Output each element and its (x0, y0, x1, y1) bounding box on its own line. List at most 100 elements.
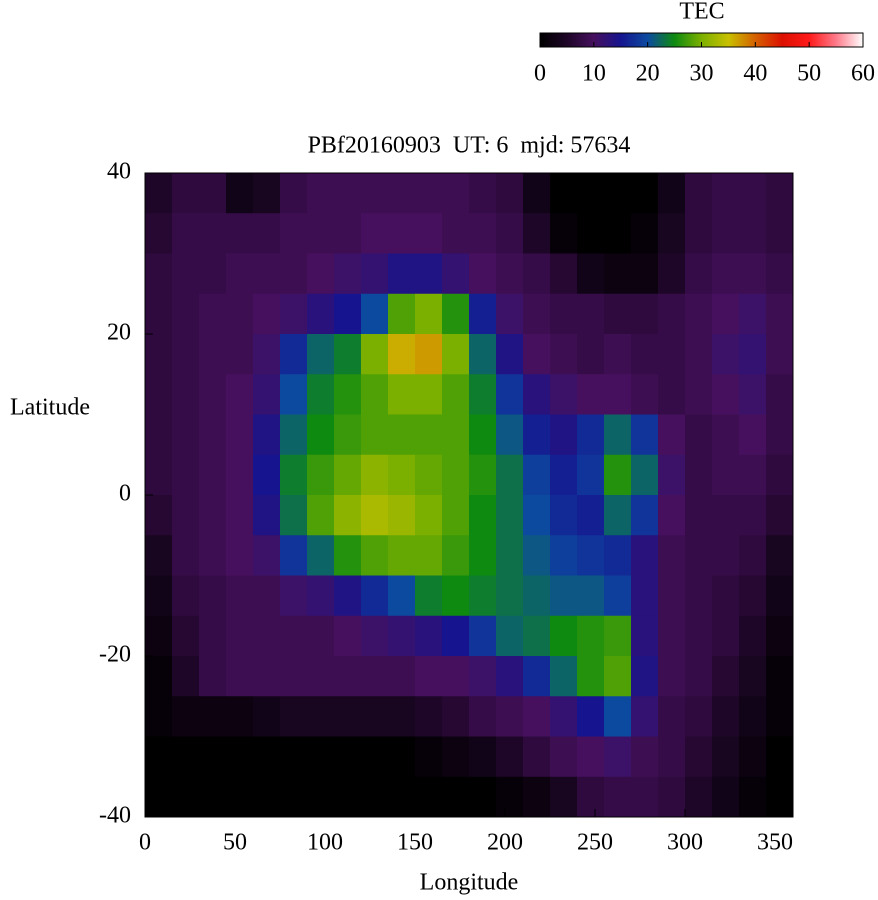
heatmap-cell (766, 213, 794, 254)
heatmap-cell (631, 656, 659, 697)
heatmap-cell (577, 374, 605, 415)
heatmap-cell (307, 173, 335, 214)
heatmap-cell (253, 173, 281, 214)
heatmap-cell (307, 736, 335, 778)
heatmap-cell (172, 696, 200, 737)
heatmap-cell (145, 575, 173, 617)
heatmap-cell (550, 213, 578, 254)
heatmap-cell (604, 535, 632, 576)
heatmap-cell (712, 495, 740, 536)
heatmap-cell (496, 535, 524, 576)
heatmap-cell (388, 776, 416, 818)
heatmap-cell (766, 696, 794, 737)
heatmap-cell (145, 334, 173, 375)
heatmap-cell (199, 293, 227, 335)
heatmap-cell (550, 495, 578, 536)
heatmap-cell (739, 213, 767, 254)
heatmap-cell (442, 535, 470, 576)
heatmap-cell (145, 293, 173, 335)
heatmap-cell (199, 173, 227, 214)
heatmap-cell (172, 293, 200, 335)
y-tick-label: 0 (119, 481, 131, 507)
heatmap-cell (415, 213, 443, 254)
x-tick-label: 200 (487, 830, 523, 856)
heatmap-cell (685, 535, 713, 576)
heatmap-cell (685, 213, 713, 254)
heatmap-cell (712, 454, 740, 496)
heatmap-cell (523, 414, 551, 456)
heatmap-cell (415, 414, 443, 456)
colorbar-tick-label: 60 (851, 61, 875, 87)
heatmap-cell (334, 414, 362, 456)
heatmap-cell (685, 495, 713, 536)
heatmap-cell (442, 696, 470, 737)
heatmap-cell (523, 454, 551, 496)
heatmap-cell (631, 414, 659, 456)
heatmap-cell (658, 334, 686, 375)
heatmap-cell (712, 213, 740, 254)
x-tick-label: 250 (577, 830, 613, 856)
heatmap-cell (388, 253, 416, 295)
y-axis-label: Latitude (10, 395, 90, 421)
heatmap-cell (469, 454, 497, 496)
heatmap-cell (712, 293, 740, 335)
heatmap-cell (739, 736, 767, 778)
heatmap-cell (685, 656, 713, 697)
heatmap-cell (712, 575, 740, 617)
heatmap-cell (685, 696, 713, 737)
heatmap-cell (334, 575, 362, 617)
heatmap-cell (307, 495, 335, 536)
heatmap-cell (442, 575, 470, 617)
heatmap-cell (415, 495, 443, 536)
heatmap-cell (604, 575, 632, 617)
heatmap-cell (307, 656, 335, 697)
heatmap-cell (739, 334, 767, 375)
heatmap-cell (766, 454, 794, 496)
heatmap-cell (361, 495, 389, 536)
y-tick-label: 20 (107, 320, 131, 346)
heatmap-cell (442, 414, 470, 456)
heatmap-cell (442, 736, 470, 778)
x-tick-label: 350 (757, 830, 793, 856)
heatmap-cell (280, 696, 308, 737)
heatmap-cell (766, 535, 794, 576)
heatmap-cell (199, 696, 227, 737)
heatmap-cell (334, 293, 362, 335)
heatmap-cell (658, 776, 686, 818)
heatmap-cell (766, 414, 794, 456)
heatmap-cell (658, 374, 686, 415)
heatmap-cell (442, 615, 470, 657)
heatmap-cell (658, 213, 686, 254)
heatmap-cell (361, 696, 389, 737)
heatmap-cell (712, 253, 740, 295)
heatmap-cell (145, 414, 173, 456)
x-tick-label: 100 (307, 830, 343, 856)
heatmap-cell (253, 495, 281, 536)
heatmap-cell (469, 213, 497, 254)
heatmap-cell (469, 495, 497, 536)
heatmap-cell (334, 213, 362, 254)
heatmap-cell (523, 575, 551, 617)
heatmap-cell (550, 736, 578, 778)
heatmap-cell (685, 293, 713, 335)
colorbar-tick-label: 40 (743, 61, 767, 87)
heatmap-cell (334, 173, 362, 214)
heatmap-cell (577, 575, 605, 617)
heatmap-cell (307, 374, 335, 415)
heatmap-cell (442, 293, 470, 335)
heatmap-cell (361, 253, 389, 295)
heatmap-cell (415, 374, 443, 415)
heatmap-cell (712, 615, 740, 657)
heatmap-cell (280, 736, 308, 778)
heatmap-cell (145, 454, 173, 496)
heatmap-cell (550, 535, 578, 576)
heatmap-cell (442, 454, 470, 496)
heatmap-cell (199, 454, 227, 496)
heatmap-cell (226, 495, 254, 536)
colorbar-tick-label: 30 (690, 61, 714, 87)
heatmap-cell (307, 575, 335, 617)
heatmap-cell (415, 173, 443, 214)
heatmap-cell (172, 736, 200, 778)
heatmap-cell (739, 535, 767, 576)
heatmap-cell (361, 776, 389, 818)
